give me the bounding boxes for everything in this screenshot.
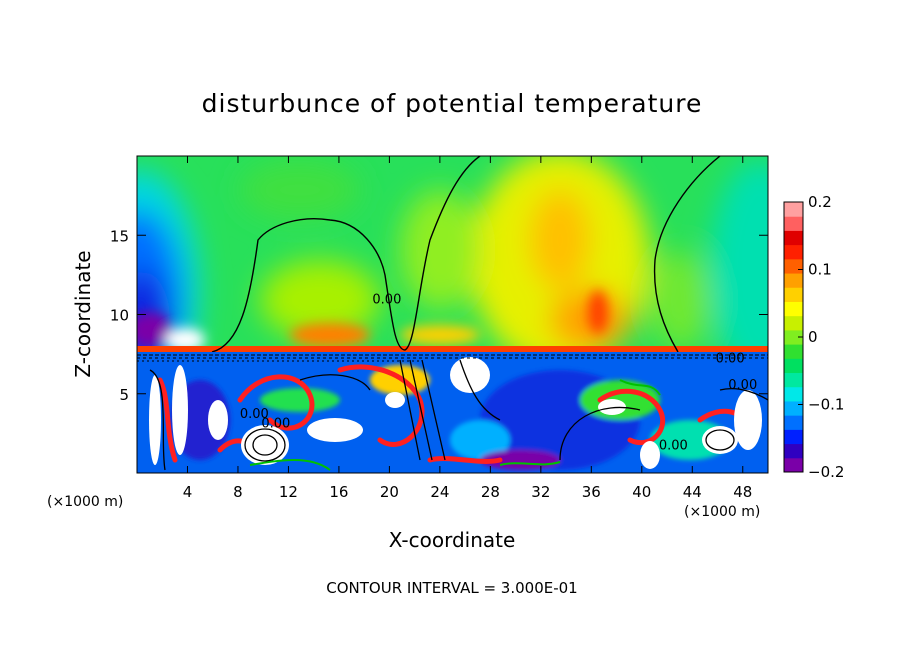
chart-title: disturbunce of potential temperature (202, 89, 703, 118)
x-tick-label: 44 (683, 483, 702, 501)
colorbar-swatch (784, 329, 803, 345)
colorbar-tick-label: 0.1 (808, 261, 832, 279)
upper-field (137, 156, 768, 354)
x-tick-label: 32 (531, 483, 550, 501)
colorbar-swatch (784, 372, 803, 388)
x-tick-label: 12 (279, 483, 298, 501)
heatmap-field: 0.000.000.000.000.000.00 (136, 155, 769, 474)
x-unit-right: (×1000 m) (684, 504, 760, 520)
contour-label: 0.00 (659, 438, 688, 453)
colorbar-swatch (784, 358, 803, 374)
colorbar-swatch (784, 216, 803, 231)
colorbar-swatch (784, 443, 803, 459)
x-tick-label: 36 (582, 483, 601, 501)
x-tick-label: 48 (733, 483, 752, 501)
colorbar-swatch (784, 315, 803, 331)
y-tick-label: 5 (119, 386, 129, 404)
x-tick-label: 24 (430, 483, 449, 501)
contour-label: 0.00 (372, 293, 401, 308)
colorbar-swatch (784, 287, 803, 302)
colorbar-swatch (784, 202, 803, 217)
x-tick-label: 8 (233, 483, 243, 501)
x-tick-label: 40 (632, 483, 651, 501)
contour-labels: 0.000.000.000.000.000.00 (240, 293, 757, 454)
lower-field (137, 352, 768, 473)
contour-interval-note: CONTOUR INTERVAL = 3.000E-01 (326, 579, 577, 597)
colorbar-swatch (784, 400, 803, 416)
colorbar-swatch (784, 457, 803, 473)
colorbar-swatch (784, 244, 803, 260)
colorbar-tick-label: −0.2 (808, 463, 844, 481)
y-tick-label: 10 (110, 307, 129, 325)
contour-label: 0.00 (728, 378, 757, 393)
contour-label: 0.00 (716, 351, 745, 366)
x-tick-label: 4 (183, 483, 193, 501)
colorbar-swatch (784, 429, 803, 445)
colorbar-tick-label: −0.1 (808, 396, 844, 414)
x-unit-left: (×1000 m) (47, 494, 123, 510)
contour-label: 0.00 (240, 407, 269, 422)
contour-label: 0.00 (261, 416, 290, 431)
y-axis-label: Z-coordinate (71, 250, 95, 377)
colorbar-tick-label: 0.2 (808, 193, 832, 211)
x-axis: 4 8 12 16 20 24 28 32 36 40 44 48 (183, 156, 752, 501)
x-tick-label: 16 (329, 483, 348, 501)
y-tick-label: 15 (110, 227, 129, 245)
y-axis: 5 10 15 (110, 227, 768, 404)
x-tick-label: 28 (481, 483, 500, 501)
x-tick-label: 20 (380, 483, 399, 501)
x-axis-label: X-coordinate (389, 528, 516, 552)
colorbar-swatch (784, 258, 803, 274)
colorbar-tick-label: 0 (808, 328, 818, 346)
colorbar-swatch (784, 344, 803, 359)
colorbar-swatch (784, 273, 803, 288)
colorbar-swatch (784, 415, 803, 430)
colorbar-swatch (784, 386, 803, 402)
colorbar-swatch (784, 301, 803, 317)
colorbar-swatch (784, 230, 803, 246)
colorbar: 0.2 0.1 0 −0.1 −0.2 (783, 193, 844, 481)
